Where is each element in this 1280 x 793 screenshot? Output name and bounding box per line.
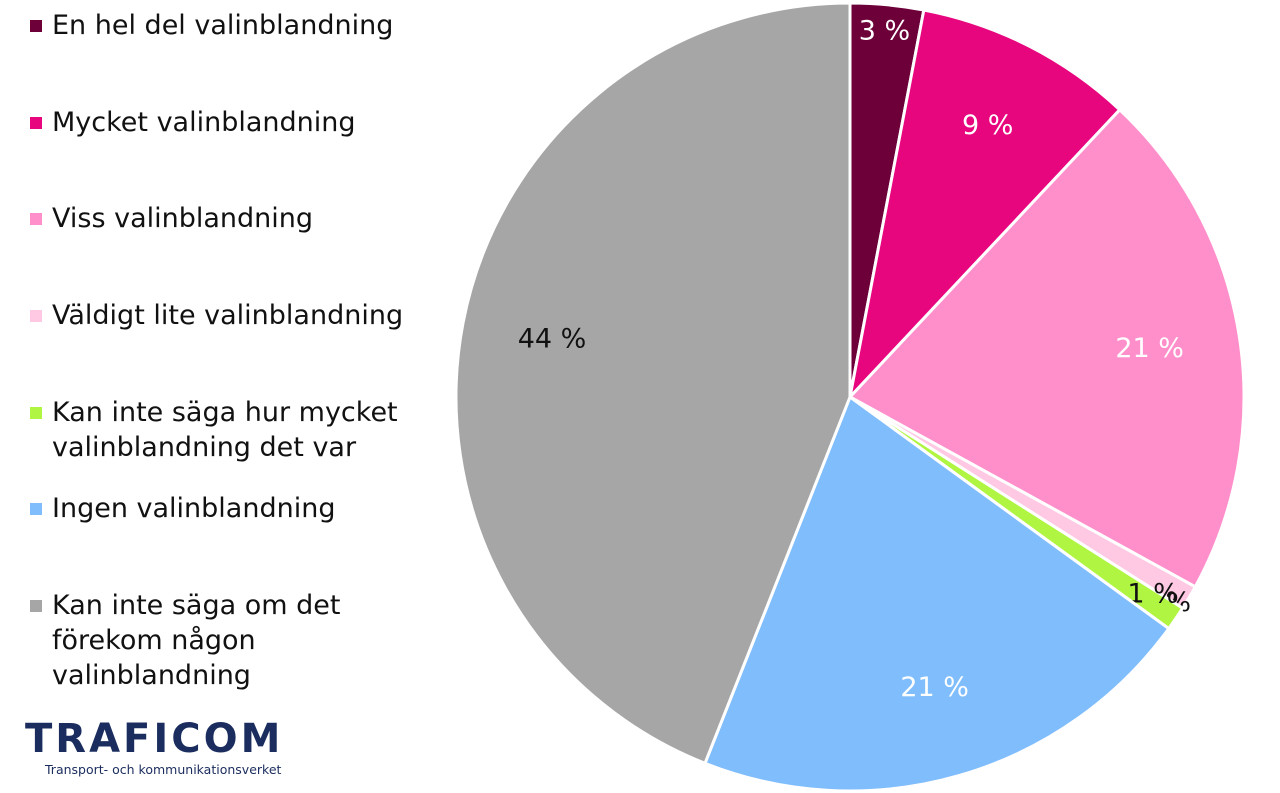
legend-swatch bbox=[30, 117, 42, 129]
legend-item: Ingen valinblandning bbox=[30, 491, 450, 526]
data-label: 21 % bbox=[900, 672, 969, 703]
legend-swatch bbox=[30, 600, 42, 612]
data-label: 44 % bbox=[518, 324, 587, 355]
pie-slice bbox=[847, 8, 1122, 402]
legend-swatch bbox=[30, 213, 42, 225]
legend-label: En hel del valinblandning bbox=[52, 10, 394, 41]
legend-swatch bbox=[30, 407, 42, 419]
legend-swatch bbox=[30, 503, 42, 515]
pie-slice bbox=[703, 394, 1171, 793]
legend-item: Kan inte säga hur mycket valinblandning … bbox=[30, 395, 450, 465]
legend-item: Viss valinblandning bbox=[30, 201, 450, 236]
legend-item: En hel del valinblandning bbox=[30, 8, 450, 43]
logo-name: TRAFICOM bbox=[25, 716, 283, 762]
data-label: 21 % bbox=[1115, 333, 1184, 364]
legend-label: Kan inte säga om det förekom någon valin… bbox=[52, 590, 341, 691]
legend-label: Väldigt lite valinblandning bbox=[52, 300, 404, 331]
legend-label: Ingen valinblandning bbox=[52, 493, 336, 524]
legend-label: Viss valinblandning bbox=[52, 203, 314, 234]
pie-slice bbox=[847, 107, 1246, 589]
legend-label: Mycket valinblandning bbox=[52, 107, 356, 138]
pie-slice bbox=[454, 1, 852, 766]
legend-item: Kan inte säga om det förekom någon valin… bbox=[30, 588, 450, 693]
logo-tagline: Transport- och kommunikationsverket bbox=[44, 762, 282, 777]
legend-swatch bbox=[30, 20, 42, 32]
legend-swatch bbox=[30, 310, 42, 322]
legend-label: Kan inte säga hur mycket valinblandning … bbox=[52, 397, 398, 463]
data-label: 3 % bbox=[859, 16, 910, 47]
data-label: 9 % bbox=[962, 110, 1013, 141]
legend-item: Mycket valinblandning bbox=[30, 105, 450, 140]
legend-item: Väldigt lite valinblandning bbox=[30, 298, 450, 333]
